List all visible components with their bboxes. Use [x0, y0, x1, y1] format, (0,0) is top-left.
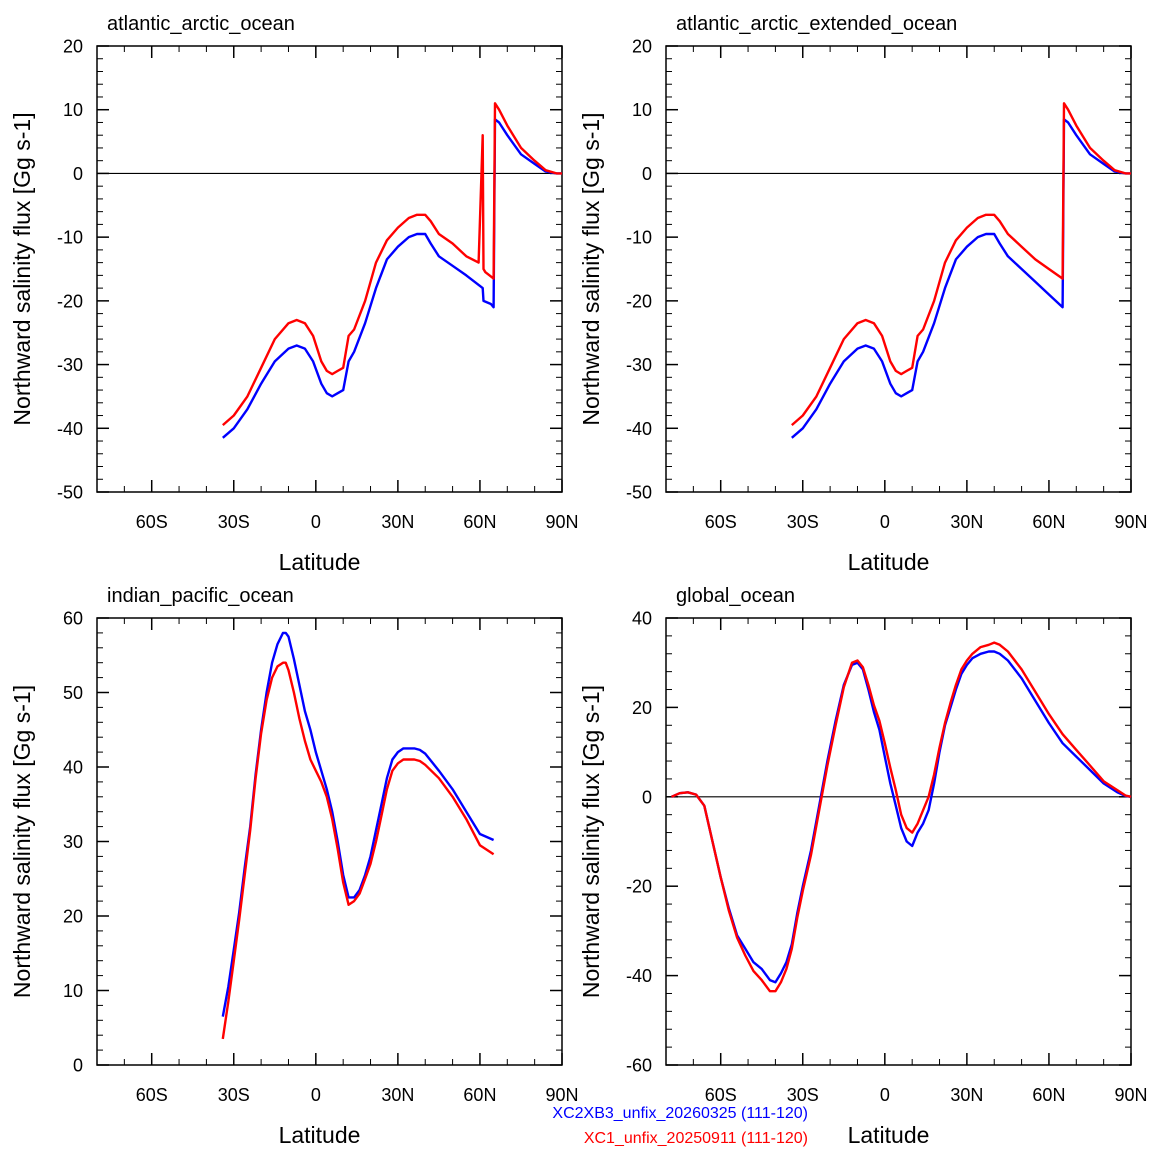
- chart-title: atlantic_arctic_extended_ocean: [676, 13, 957, 35]
- y-tick-label: 0: [642, 787, 652, 807]
- x-tick-label: 30N: [950, 512, 983, 532]
- y-tick-label: -60: [626, 1056, 652, 1076]
- y-axis-label: Northward salinity flux [Gg s-1]: [9, 685, 35, 998]
- y-tick-label: 40: [632, 609, 652, 629]
- y-tick-label: 0: [73, 1056, 83, 1076]
- panel-atlantic-arctic-extended-ocean: 60S 30S 0 30N 60N 90N -50 -40 -30 -20 -10 0 10 20 atla…: [578, 13, 1148, 575]
- y-axis-label: Northward salinity flux [Gg s-1]: [9, 112, 35, 425]
- y-tick-label: 0: [73, 164, 83, 184]
- y-tick-label: 20: [632, 37, 652, 57]
- x-tick-label: 0: [880, 1085, 890, 1105]
- series-line-1: [222, 102, 562, 427]
- x-tick-label: 90N: [1114, 512, 1147, 532]
- chart-title: atlantic_arctic_ocean: [107, 13, 295, 35]
- y-tick-label: -50: [626, 483, 652, 503]
- x-axis-label: Latitude: [279, 549, 361, 575]
- panel-global-ocean: 60S 30S 0 30N 60N 90N -60 -40 -20 0 20 40 global_oce…: [578, 585, 1148, 1148]
- x-tick-label: 90N: [545, 512, 578, 532]
- x-axis-label: Latitude: [279, 1122, 361, 1148]
- x-tick-label: 60N: [1032, 512, 1065, 532]
- legend: XC2XB3_unfix_20260325 (111-120) XC1_unfi…: [552, 1105, 808, 1147]
- y-tick-label: 20: [632, 698, 652, 718]
- x-tick-label: 90N: [1114, 1085, 1147, 1105]
- x-axis-label: Latitude: [848, 1122, 930, 1148]
- chart-title: global_ocean: [676, 585, 795, 607]
- x-tick-label: 30S: [787, 1085, 819, 1105]
- y-tick-label: -20: [626, 877, 652, 897]
- y-tick-label: -30: [626, 355, 652, 375]
- x-tick-label: 60N: [463, 512, 496, 532]
- x-tick-label: 30N: [381, 512, 414, 532]
- y-tick-label: -40: [626, 966, 652, 986]
- y-tick-label: 10: [632, 100, 652, 120]
- y-tick-label: 60: [63, 609, 83, 629]
- y-tick-label: 20: [63, 37, 83, 57]
- series-line-1: [791, 102, 1131, 427]
- y-tick-label: 10: [63, 100, 83, 120]
- x-tick-label: 60S: [136, 512, 168, 532]
- y-tick-label: 20: [63, 907, 83, 927]
- y-tick-label: -40: [57, 419, 83, 439]
- x-tick-label: 0: [880, 512, 890, 532]
- y-tick-label: -10: [57, 228, 83, 248]
- plot-frame: [96, 45, 563, 493]
- x-tick-label: 60N: [463, 1085, 496, 1105]
- x-tick-label: 30S: [218, 1085, 250, 1105]
- series-line-0: [222, 118, 562, 439]
- y-tick-label: 50: [63, 683, 83, 703]
- panel-atlantic-arctic-ocean: 60S 30S 0 30N 60N 90N -50 -40 -30 -20 -10 0 10 20 atla…: [9, 13, 579, 575]
- y-tick-label: 10: [63, 981, 83, 1001]
- y-tick-label: 30: [63, 832, 83, 852]
- x-tick-label: 0: [311, 512, 321, 532]
- x-tick-label: 30N: [381, 1085, 414, 1105]
- x-tick-label: 60N: [1032, 1085, 1065, 1105]
- plot-frame: [96, 617, 563, 1066]
- x-tick-label: 60S: [136, 1085, 168, 1105]
- series-line-1: [221, 661, 495, 1040]
- y-tick-label: -10: [626, 228, 652, 248]
- x-tick-label: 30S: [218, 512, 250, 532]
- chart-title: indian_pacific_ocean: [107, 585, 294, 607]
- y-tick-label: 0: [642, 164, 652, 184]
- series-line-0: [671, 650, 1132, 984]
- panel-indian-pacific-ocean: 60S 30S 0 30N 60N 90N 0 10 20 30 40 50 60 indian_paci…: [9, 585, 579, 1148]
- x-axis-label: Latitude: [848, 549, 930, 575]
- y-tick-label: -50: [57, 483, 83, 503]
- x-tick-label: 60S: [705, 1085, 737, 1105]
- y-tick-label: -40: [626, 419, 652, 439]
- x-tick-label: 30N: [950, 1085, 983, 1105]
- y-axis-label: Northward salinity flux [Gg s-1]: [578, 685, 604, 998]
- legend-entry-1: XC1_unfix_20250911 (111-120): [584, 1130, 808, 1147]
- x-tick-label: 60S: [705, 512, 737, 532]
- y-tick-label: -20: [57, 291, 83, 311]
- x-tick-label: 30S: [787, 512, 819, 532]
- y-tick-label: -30: [57, 355, 83, 375]
- plot-frame: [665, 617, 1132, 1066]
- y-tick-label: 40: [63, 758, 83, 778]
- y-axis-label: Northward salinity flux [Gg s-1]: [578, 112, 604, 425]
- series-line-1: [671, 641, 1132, 993]
- series-line-0: [791, 118, 1131, 439]
- y-tick-label: -20: [626, 291, 652, 311]
- plot-frame: [665, 45, 1132, 493]
- legend-entry-0: XC2XB3_unfix_20260325 (111-120): [552, 1105, 808, 1122]
- x-tick-label: 0: [311, 1085, 321, 1105]
- series-line-0: [221, 631, 495, 1017]
- x-tick-label: 90N: [545, 1085, 578, 1105]
